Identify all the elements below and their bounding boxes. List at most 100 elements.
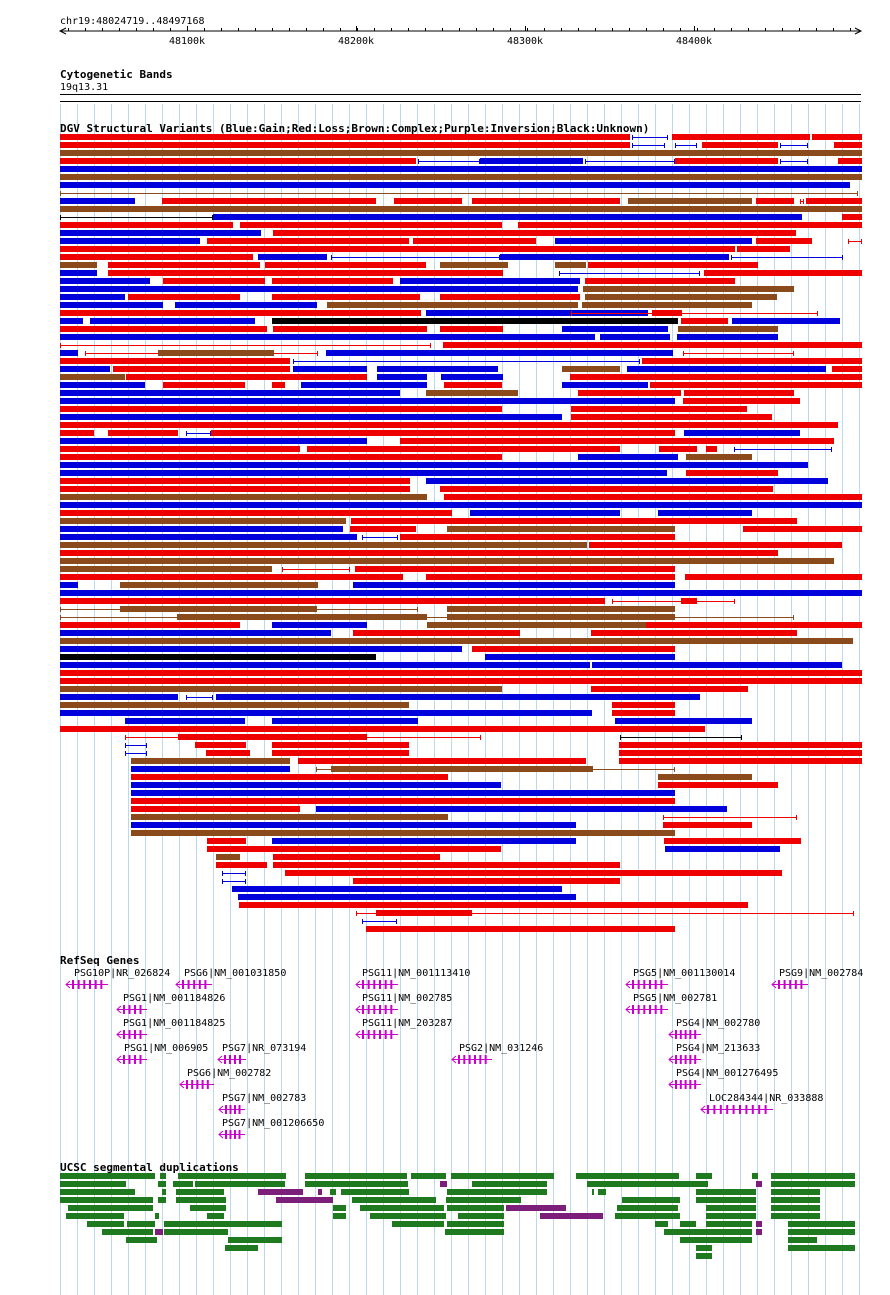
complex-variant[interactable] [60,174,862,180]
gain-variant[interactable] [60,198,135,204]
loss-variant[interactable] [743,526,862,532]
gain-variant[interactable] [175,302,317,308]
gain-variant[interactable] [60,398,675,404]
segmental-duplication-purple[interactable] [756,1221,762,1227]
refseq-gene[interactable]: PSG11|NM_001113410 [355,968,470,989]
loss-variant[interactable] [571,406,747,412]
complex-variant-span[interactable] [60,191,858,196]
loss-variant[interactable] [126,374,367,380]
gain-variant[interactable] [60,390,400,396]
segmental-duplication[interactable] [190,1205,226,1211]
loss-variant[interactable] [350,526,416,532]
gain-variant[interactable] [615,718,752,724]
loss-variant[interactable] [128,294,240,300]
segdup-track[interactable]: UCSC segmental duplications [60,1161,855,1259]
gain-variant[interactable] [60,438,367,444]
gain-variant[interactable] [627,366,826,372]
loss-variant[interactable] [211,430,675,436]
segmental-duplication[interactable] [771,1205,820,1211]
loss-variant[interactable] [216,862,267,868]
segmental-duplication[interactable] [472,1181,547,1187]
gain-variant[interactable] [60,382,145,388]
segmental-duplication-purple[interactable] [540,1213,603,1219]
gain-variant[interactable] [400,278,580,284]
unknown-variant-span[interactable] [620,735,742,740]
loss-variant[interactable] [240,222,502,228]
loss-variant[interactable] [737,246,790,252]
loss-variant[interactable] [113,366,290,372]
gain-variant[interactable] [272,838,576,844]
refseq-gene[interactable]: PSG1|NM_001184825 [116,1018,225,1039]
segmental-duplication[interactable] [680,1237,752,1243]
loss-variant[interactable] [60,310,421,316]
complex-variant[interactable] [628,198,752,204]
gain-variant[interactable] [60,646,462,652]
gain-variant[interactable] [600,334,670,340]
loss-variant[interactable] [650,382,862,388]
segmental-duplication-purple[interactable] [276,1197,333,1203]
segmental-duplication-purple[interactable] [318,1189,322,1195]
loss-variant[interactable] [706,446,717,452]
gain-variant-span[interactable] [222,871,246,876]
refseq-gene[interactable]: PSG6|NM_002782 [179,1068,271,1089]
segmental-duplication[interactable] [706,1205,756,1211]
gain-variant[interactable] [131,766,290,772]
complex-variant[interactable] [216,854,240,860]
complex-variant[interactable] [60,206,862,212]
gain-variant-span[interactable] [125,743,147,748]
loss-variant[interactable] [659,446,697,452]
gain-variant[interactable] [562,382,648,388]
segmental-duplication[interactable] [696,1173,712,1179]
gain-variant[interactable] [441,374,503,380]
loss-variant[interactable] [272,750,409,756]
gain-variant[interactable] [562,326,668,332]
loss-variant[interactable] [60,326,267,332]
segmental-duplication[interactable] [102,1229,153,1235]
complex-variant[interactable] [447,606,675,612]
gain-variant[interactable] [578,454,678,460]
segmental-duplication[interactable] [60,1181,126,1187]
gain-variant[interactable] [60,166,862,172]
loss-variant[interactable] [685,574,862,580]
gain-variant-span[interactable] [186,431,211,436]
loss-variant[interactable] [108,262,260,268]
loss-variant[interactable] [619,750,862,756]
complex-variant[interactable] [440,262,508,268]
gain-variant[interactable] [684,430,800,436]
gain-variant[interactable] [316,806,727,812]
segmental-duplication-purple[interactable] [506,1205,566,1211]
complex-variant[interactable] [60,374,125,380]
segmental-duplication[interactable] [622,1197,680,1203]
segmental-duplication[interactable] [352,1197,436,1203]
segmental-duplication[interactable] [655,1221,668,1227]
segmental-duplication[interactable] [225,1245,258,1251]
gain-variant[interactable] [377,374,427,380]
loss-variant[interactable] [60,510,452,516]
gain-variant[interactable] [60,294,125,300]
loss-variant[interactable] [646,622,862,628]
complex-variant[interactable] [131,830,675,836]
loss-variant[interactable] [60,670,862,676]
gain-variant-span[interactable] [731,255,843,260]
gain-variant[interactable] [485,654,675,660]
loss-variant[interactable] [366,926,675,932]
complex-variant[interactable] [426,390,518,396]
complex-variant[interactable] [60,494,427,500]
segmental-duplication[interactable] [164,1221,282,1227]
loss-variant[interactable] [178,734,367,740]
loss-variant[interactable] [400,438,834,444]
gain-variant[interactable] [480,158,583,164]
gain-variant-span[interactable] [632,143,665,148]
gain-variant[interactable] [60,502,862,508]
segmental-duplication[interactable] [771,1197,820,1203]
gain-variant-span[interactable] [734,447,832,452]
loss-variant[interactable] [578,390,681,396]
segmental-duplication[interactable] [664,1229,752,1235]
refseq-gene[interactable]: PSG5|NM_001130014 [625,968,735,989]
complex-variant[interactable] [60,150,862,156]
gain-variant[interactable] [60,462,808,468]
segmental-duplication[interactable] [60,1173,155,1179]
gain-variant[interactable] [60,534,357,540]
segmental-duplication[interactable] [451,1173,554,1179]
loss-variant[interactable] [472,646,675,652]
